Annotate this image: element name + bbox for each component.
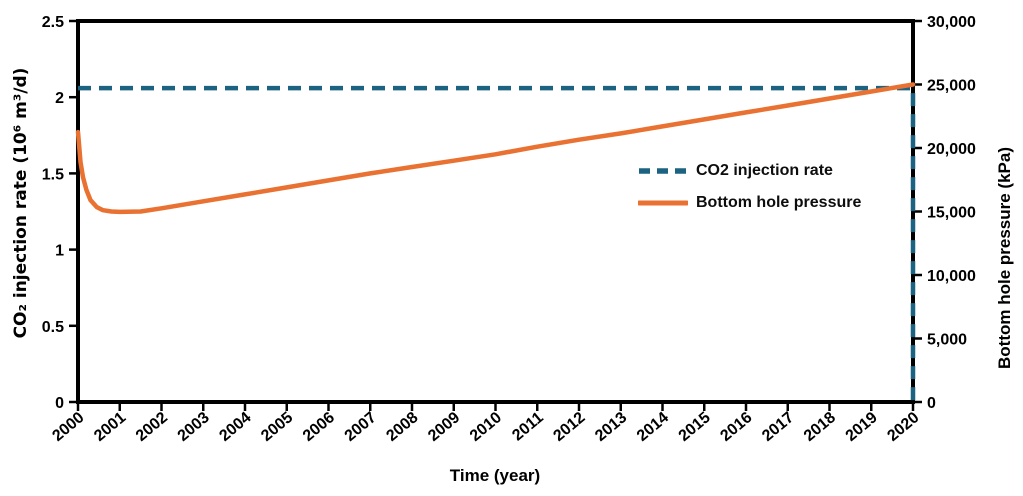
dashed-line-icon <box>639 167 687 174</box>
legend: CO2 injection rate Bottom hole pressure <box>638 160 861 213</box>
x-tick-label: 2013 <box>592 409 630 445</box>
x-tick-label: 2017 <box>759 409 797 445</box>
y-right-tick-label: 15,000 <box>927 205 976 222</box>
x-tick-label: 2000 <box>49 409 87 445</box>
legend-item-bottom-hole-pressure: Bottom hole pressure <box>638 192 861 213</box>
y-right-tick-label: 25,000 <box>927 78 976 95</box>
x-tick-label: 2003 <box>175 409 213 445</box>
x-tick-label: 2008 <box>383 409 421 445</box>
x-tick-label: 2004 <box>216 409 254 445</box>
y-left-tick-label: 2.5 <box>42 14 64 31</box>
series-injection-rate <box>78 85 916 402</box>
y-right-tick-label: 20,000 <box>927 141 976 158</box>
x-axis-title: Time (year) <box>449 466 541 485</box>
x-tick-label: 2001 <box>91 409 129 445</box>
x-tick-label: 2009 <box>425 409 463 445</box>
x-tick-label: 2005 <box>258 409 296 445</box>
legend-label-injection-rate: CO2 injection rate <box>696 161 833 179</box>
solid-line-icon <box>638 200 688 205</box>
y-axis-left-title: CO₂ injection rate (10⁶ m³/d) <box>11 67 31 339</box>
y-left-tick-label: 1 <box>55 243 64 260</box>
x-tick-label: 2016 <box>717 409 755 445</box>
y-right-tick-label: 30,000 <box>927 14 976 31</box>
x-tick-label: 2010 <box>467 409 505 445</box>
y-axis-right-title: Bottom hole pressure (kPa) <box>995 147 1014 369</box>
x-tick-label: 2019 <box>843 409 881 445</box>
x-tick-label: 2011 <box>509 409 547 444</box>
x-tick-label: 2015 <box>676 409 714 445</box>
y-left-tick-label: 1.5 <box>42 166 64 183</box>
x-tick-label: 2006 <box>300 409 338 445</box>
y-left-tick-label: 0.5 <box>42 319 64 336</box>
y-left-tick-label: 0 <box>55 395 64 412</box>
x-tick-label: 2007 <box>342 409 380 445</box>
y-left-tick-label: 2 <box>55 90 64 107</box>
legend-item-injection-rate: CO2 injection rate <box>638 160 861 181</box>
x-tick-label: 2014 <box>634 409 672 445</box>
y-right-tick-label: 5,000 <box>927 332 967 349</box>
legend-label-bottom-hole-pressure: Bottom hole pressure <box>696 193 862 211</box>
x-tick-label: 2002 <box>133 409 171 445</box>
x-tick-label: 2020 <box>884 409 922 445</box>
series-bottom-hole-pressure <box>75 82 916 215</box>
x-tick-label: 2012 <box>550 409 588 445</box>
x-tick-label: 2018 <box>801 409 839 445</box>
y-right-tick-label: 10,000 <box>927 268 976 285</box>
y-right-tick-label: 0 <box>927 395 936 412</box>
